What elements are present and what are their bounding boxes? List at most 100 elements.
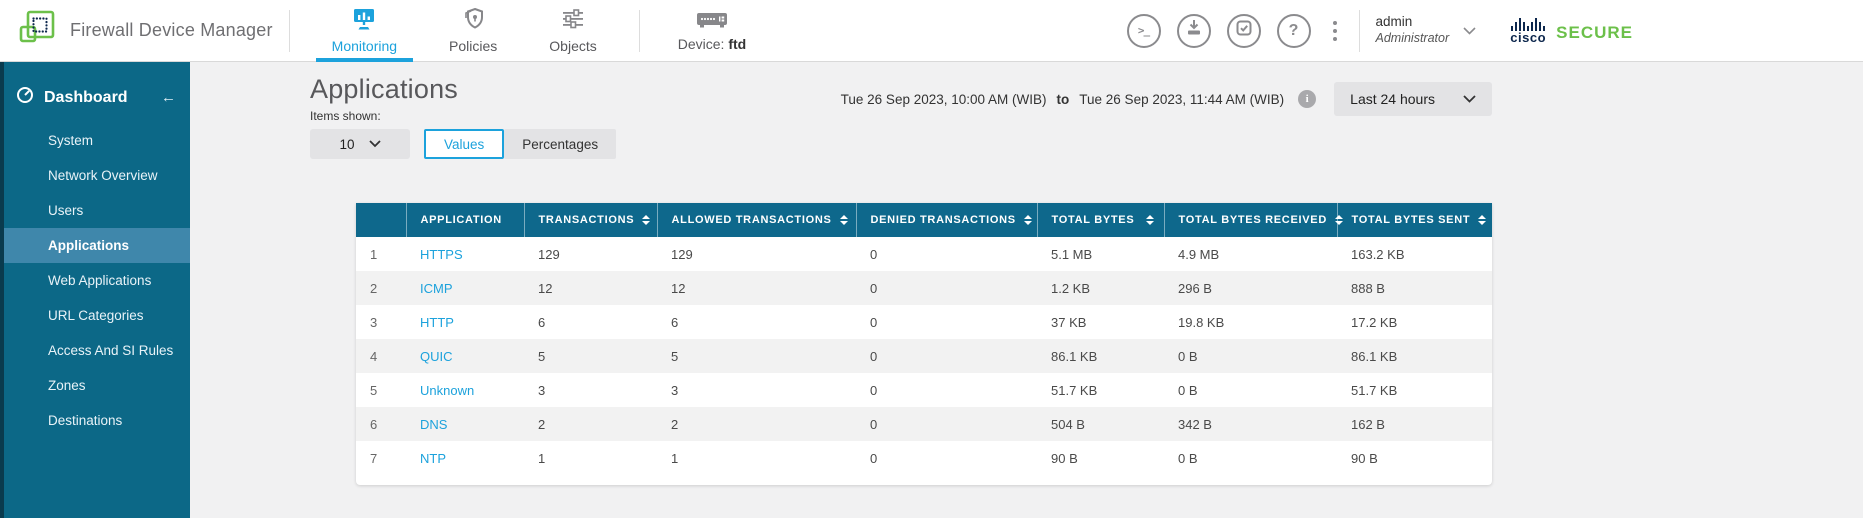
policies-icon [462, 7, 484, 35]
table-row: 6 DNS 2 2 0 504 B 342 B 162 B [356, 407, 1492, 441]
collapse-sidebar-icon[interactable]: ← [161, 89, 176, 106]
user-info: admin Administrator [1376, 14, 1450, 47]
column-header-transactions[interactable]: TRANSACTIONS [523, 203, 657, 237]
tab-objects-label: Objects [549, 37, 597, 54]
deploy-button[interactable] [1176, 13, 1211, 48]
application-link[interactable]: ICMP [420, 280, 453, 296]
sidebar-item-system[interactable]: System [48, 133, 94, 148]
column-header-denied-transactions[interactable]: DENIED TRANSACTIONS [855, 203, 1037, 237]
cli-console-icon: >_ [1137, 24, 1150, 37]
cell-rank: 3 [370, 314, 378, 330]
time-range-select[interactable]: Last 24 hours [1334, 82, 1492, 116]
sidebar-item-zones[interactable]: Zones [48, 378, 86, 393]
column-label: TOTAL BYTES SENT [1351, 214, 1471, 226]
items-per-page-select[interactable]: 10 [310, 129, 410, 159]
divider [288, 9, 290, 52]
cell-application: DNS [406, 407, 524, 441]
cell-application: QUIC [406, 339, 524, 373]
date-range-start: Tue 26 Sep 2023, 10:00 AM (WIB) [840, 91, 1047, 107]
top-header: Firewall Device Manager Monitoring [0, 0, 1863, 62]
tasks-button[interactable] [1226, 13, 1261, 48]
help-button[interactable]: ? [1276, 13, 1311, 48]
cell-total_bytes_received: 296 B [1178, 280, 1212, 296]
column-header-total-bytes-received[interactable]: TOTAL BYTES RECEIVED [1163, 203, 1343, 237]
sort-icon [1478, 215, 1487, 225]
table-row: 2 ICMP 12 12 0 1.2 KB 296 B 888 B [356, 271, 1492, 305]
tab-device[interactable]: Device: ftd [656, 10, 768, 52]
cell-allowed_transactions: 129 [671, 246, 693, 262]
column-label: TRANSACTIONS [538, 214, 635, 226]
help-icon: ? [1288, 21, 1299, 39]
cell-allowed_transactions: 2 [671, 416, 679, 432]
primary-nav: Monitoring Policies [306, 0, 623, 62]
device-tab-label: Device: ftd [678, 36, 746, 52]
values-toggle-button[interactable]: Values [424, 129, 505, 159]
table-header-row: APPLICATION TRANSACTIONS ALLOWED TRANSACTI… [356, 203, 1492, 237]
application-link[interactable]: HTTPS [420, 246, 463, 262]
tab-policies[interactable]: Policies [423, 0, 523, 62]
cell-allowed_transactions: 5 [671, 348, 679, 364]
time-range-block: Tue 26 Sep 2023, 10:00 AM (WIB) to Tue 2… [841, 82, 1492, 116]
cell-total_bytes_sent: 51.7 KB [1351, 382, 1398, 398]
column-header-total-bytes-sent[interactable]: TOTAL BYTES SENT [1336, 203, 1492, 237]
divider [1358, 9, 1360, 52]
page-title: Applications [310, 74, 458, 104]
cell-total_bytes_received: 342 B [1178, 416, 1212, 432]
cell-total_bytes_received: 4.9 MB [1178, 246, 1220, 262]
cell-total_bytes_received: 0 B [1178, 382, 1198, 398]
sidebar-item-web-applications[interactable]: Web Applications [48, 273, 152, 288]
info-icon[interactable]: i [1298, 90, 1317, 108]
sidebar-item-url-categories[interactable]: URL Categories [48, 308, 144, 323]
sidebar-item-applications[interactable]: Applications [0, 228, 190, 263]
application-link[interactable]: HTTP [420, 314, 454, 330]
sidebar-item-users[interactable]: Users [48, 203, 84, 218]
divider [638, 9, 640, 52]
cell-transactions: 1 [538, 450, 546, 466]
user-menu[interactable]: admin Administrator [1376, 14, 1477, 47]
app-logo-icon [18, 9, 56, 52]
more-options-button[interactable] [1327, 17, 1343, 45]
cell-total_bytes: 86.1 KB [1051, 348, 1098, 364]
cell-transactions: 129 [538, 246, 560, 262]
cell-total_bytes_sent: 90 B [1351, 450, 1378, 466]
tab-objects[interactable]: Objects [523, 0, 622, 62]
column-header-allowed-transactions[interactable]: ALLOWED TRANSACTIONS [656, 203, 856, 237]
percentages-toggle-button[interactable]: Percentages [504, 129, 617, 159]
cell-total_bytes_sent: 162 B [1351, 416, 1385, 432]
cli-console-button[interactable]: >_ [1126, 13, 1161, 48]
cell-rank: 2 [370, 280, 378, 296]
application-link[interactable]: NTP [420, 450, 446, 466]
column-label: APPLICATION [420, 214, 502, 226]
cell-application: NTP [406, 441, 524, 475]
cell-application: HTTPS [406, 237, 524, 271]
table-row: 7 NTP 1 1 0 90 B 0 B 90 B [356, 441, 1492, 475]
cell-denied_transactions: 0 [870, 450, 878, 466]
column-label: ALLOWED TRANSACTIONS [671, 214, 832, 226]
table-row: 1 HTTPS 129 129 0 5.1 MB 4.9 MB 163.2 KB [356, 237, 1492, 271]
sidebar-item-destinations[interactable]: Destinations [48, 413, 123, 428]
header-actions: >_ ? [1126, 13, 1343, 48]
secure-wordmark: SECURE [1556, 22, 1633, 42]
sidebar-item-access-and-si-rules[interactable]: Access And SI Rules [48, 343, 174, 358]
column-header-total-bytes[interactable]: TOTAL BYTES [1036, 203, 1164, 237]
sort-icon [839, 215, 848, 225]
cell-denied_transactions: 0 [870, 416, 878, 432]
cell-application: HTTP [406, 305, 524, 339]
application-link[interactable]: DNS [420, 416, 448, 432]
sidebar-header: Dashboard ← [0, 82, 190, 123]
device-name: ftd [728, 35, 747, 52]
sort-icon [642, 215, 651, 225]
tab-monitoring[interactable]: Monitoring [306, 0, 423, 62]
cell-total_bytes_sent: 888 B [1351, 280, 1385, 296]
application-link[interactable]: QUIC [420, 348, 453, 364]
tab-monitoring-label: Monitoring [331, 37, 398, 54]
application-link[interactable]: Unknown [420, 382, 475, 398]
sidebar: Dashboard ← System Network Overview Users A… [0, 62, 190, 518]
user-role: Administrator [1375, 31, 1450, 46]
cell-denied_transactions: 0 [870, 348, 878, 364]
cell-total_bytes_received: 19.8 KB [1178, 314, 1225, 330]
cell-total_bytes_sent: 17.2 KB [1351, 314, 1398, 330]
date-range-separator: to [1056, 91, 1070, 107]
cell-application: ICMP [406, 271, 524, 305]
sidebar-item-network-overview[interactable]: Network Overview [48, 168, 158, 183]
